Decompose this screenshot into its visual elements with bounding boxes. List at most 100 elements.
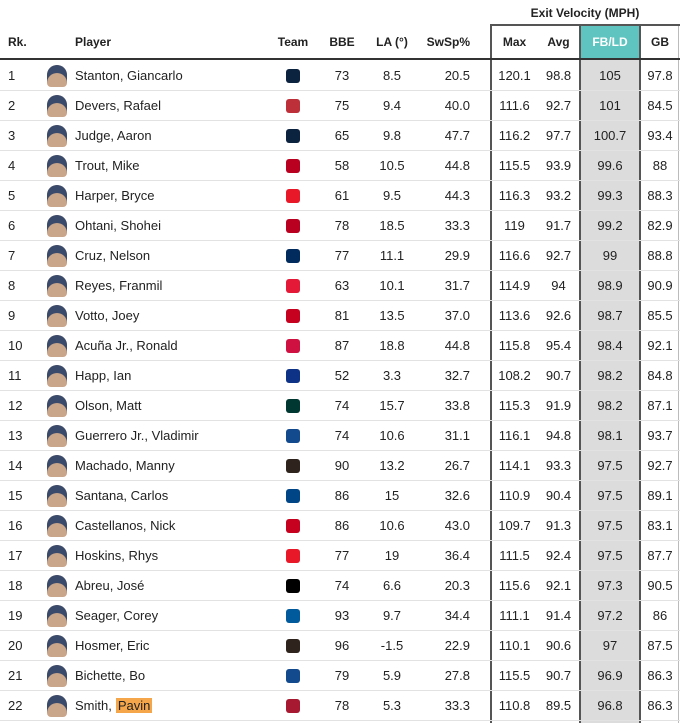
headshot: [47, 425, 67, 447]
team-logo: [286, 429, 300, 443]
cell-fbld: 105: [599, 68, 621, 83]
cell-player: Harper, Bryce: [75, 188, 155, 203]
cell-fbld: 99: [602, 248, 618, 263]
team-logo: [286, 549, 300, 563]
team-logo: [286, 249, 300, 263]
row-line: [0, 660, 680, 661]
cell-swsp: 43.0: [444, 518, 470, 533]
cell-bbe: 74: [334, 428, 350, 443]
headshot: [47, 605, 67, 627]
cell-swsp: 31.7: [444, 278, 470, 293]
cell-gb: 86.3: [647, 698, 673, 713]
cell-la: 11.1: [379, 248, 405, 263]
cell-max: 108.2: [498, 368, 531, 383]
cell-rank: 22: [8, 698, 23, 713]
headshot: [47, 515, 67, 537]
cell-fbld: 98.2: [597, 398, 623, 413]
cell-bbe: 78: [334, 698, 350, 713]
headshot: [47, 455, 67, 477]
cell-rank: 2: [8, 98, 16, 113]
cell-fbld: 100.7: [593, 128, 627, 143]
cell-swsp: 37.0: [444, 308, 470, 323]
headshot: [47, 395, 67, 417]
headshot: [47, 245, 67, 267]
cell-rank: 19: [8, 608, 23, 623]
cell-max: 111.6: [499, 98, 530, 113]
cell-gb: 83.1: [647, 518, 673, 533]
headshot: [47, 95, 67, 117]
cell-swsp: 36.4: [444, 548, 470, 563]
cell-swsp: 29.9: [444, 248, 470, 263]
headshot: [47, 65, 67, 87]
cell-bbe: 52: [334, 368, 350, 383]
cell-avg: 93.3: [545, 458, 572, 473]
cell-avg: 92.1: [545, 578, 572, 593]
cell-player: Abreu, José: [75, 578, 145, 593]
cell-la: 5.9: [382, 668, 402, 683]
cell-rank: 4: [8, 158, 16, 173]
cell-swsp: 20.3: [444, 578, 470, 593]
cell-gb: 87.7: [647, 548, 673, 563]
cell-gb: 85.5: [647, 308, 673, 323]
row-line: [0, 150, 680, 151]
cell-bbe: 77: [334, 548, 350, 563]
cell-player: Machado, Manny: [75, 458, 175, 473]
cell-rank: 5: [8, 188, 16, 203]
cell-max: 120.1: [498, 68, 531, 83]
cell-max: 114.1: [498, 458, 531, 473]
team-logo: [286, 519, 300, 533]
cell-gb: 88: [652, 158, 668, 173]
row-line: [0, 720, 680, 721]
row-line: [0, 540, 680, 541]
column-header: FB/LD: [592, 35, 628, 49]
cell-max: 115.8: [498, 338, 531, 353]
cell-avg: 92.6: [545, 308, 572, 323]
cell-player: Cruz, Nelson: [75, 248, 151, 263]
cell-avg: 90.7: [545, 368, 572, 383]
cell-max: 110.1: [498, 638, 531, 653]
cell-la: 13.5: [379, 308, 405, 323]
row-line: [0, 330, 680, 331]
cell-la: 18.5: [379, 218, 405, 233]
headshot: [47, 125, 67, 147]
cell-fbld: 98.9: [597, 278, 623, 293]
cell-swsp: 33.3: [444, 218, 470, 233]
row-line: [0, 390, 680, 391]
cell-la: -1.5: [380, 638, 404, 653]
team-logo: [286, 579, 300, 593]
header-line: [0, 58, 680, 60]
name-highlight: Pavin: [115, 698, 153, 713]
team-logo: [286, 129, 300, 143]
cell-gb: 93.7: [647, 428, 673, 443]
cell-max: 110.9: [498, 488, 531, 503]
cell-fbld: 98.4: [597, 338, 623, 353]
cell-swsp: 44.8: [444, 338, 470, 353]
cell-rank: 21: [8, 668, 23, 683]
headshot: [47, 215, 67, 237]
cell-fbld: 97.5: [597, 488, 623, 503]
cell-fbld: 98.1: [597, 428, 623, 443]
cell-fbld: 96.8: [597, 698, 623, 713]
cell-swsp: 33.3: [444, 698, 470, 713]
cell-swsp: 47.7: [444, 128, 470, 143]
cell-avg: 92.7: [545, 98, 572, 113]
team-logo: [286, 669, 300, 683]
cell-avg: 90.6: [545, 638, 572, 653]
cell-max: 116.6: [498, 248, 531, 263]
column-header: LA (°): [376, 35, 408, 49]
cell-avg: 92.7: [545, 248, 572, 263]
headshot: [47, 365, 67, 387]
team-logo: [286, 459, 300, 473]
cell-gb: 92.1: [647, 338, 673, 353]
cell-rank: 9: [8, 308, 16, 323]
cell-avg: 94.8: [545, 428, 572, 443]
cell-rank: 6: [8, 218, 16, 233]
cell-player: Smith, Pavin: [75, 698, 153, 713]
cell-player: Castellanos, Nick: [75, 518, 176, 533]
cell-fbld: 97.3: [597, 578, 623, 593]
cell-rank: 10: [8, 338, 23, 353]
cell-swsp: 27.8: [444, 668, 470, 683]
cell-la: 10.5: [379, 158, 405, 173]
ev-top-line: [490, 24, 680, 26]
cell-la: 9.4: [382, 98, 402, 113]
